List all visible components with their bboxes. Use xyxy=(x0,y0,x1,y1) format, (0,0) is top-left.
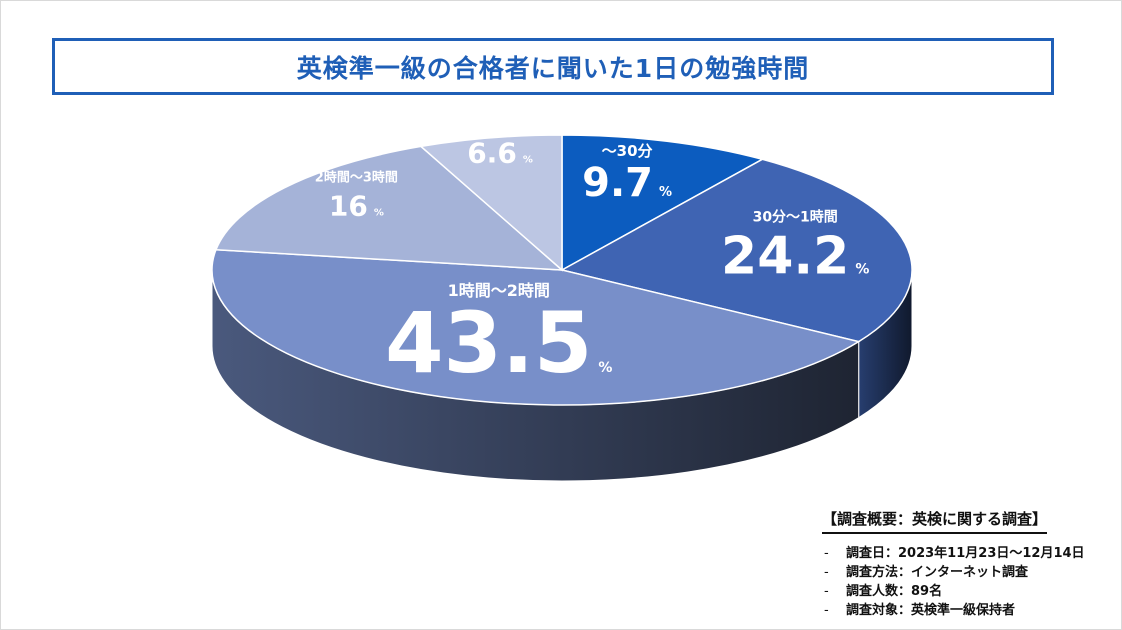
slice-value: 6.6% xyxy=(467,136,533,169)
survey-item: - 調査対象：英検準一級保持者 xyxy=(824,603,1016,618)
slice-label: 30分～1時間 xyxy=(753,209,838,226)
slice-label: 3時間～ xyxy=(476,116,524,132)
survey-item: - 調査人数：89名 xyxy=(824,584,943,599)
pie-slice xyxy=(211,248,861,406)
pie-slice xyxy=(559,158,913,343)
slice-value: 24.2% xyxy=(721,227,869,287)
survey-item: - 調査日：2023年11月23日～12月14日 xyxy=(824,546,1085,561)
slice-value: 43.5% xyxy=(385,294,612,392)
slice-value: 16% xyxy=(329,189,384,222)
survey-heading: 【調査概要：英検に関する調査】 xyxy=(822,508,1048,534)
survey-list: - 調査日：2023年11月23日～12月14日 - 調査方法：インターネット調査 … xyxy=(822,544,1122,620)
pie-slice xyxy=(214,145,565,271)
chart-title-box: 英検準一級の合格者に聞いた1日の勉強時間 xyxy=(52,38,1054,95)
slice-label: ～30分 xyxy=(602,142,653,160)
chart-title: 英検準一級の合格者に聞いた1日の勉強時間 xyxy=(296,53,810,83)
slice-label: 1時間～2時間 xyxy=(448,281,550,300)
slice-value: 9.7% xyxy=(582,160,672,206)
pie-slice xyxy=(561,134,765,272)
survey-summary: 【調査概要：英検に関する調査】 - 調査日：2023年11月23日～12月14日 … xyxy=(822,508,1122,620)
pie-slice xyxy=(419,134,563,272)
survey-item: - 調査方法：インターネット調査 xyxy=(824,565,1029,580)
slice-label: 2時間～3時間 xyxy=(315,169,398,185)
